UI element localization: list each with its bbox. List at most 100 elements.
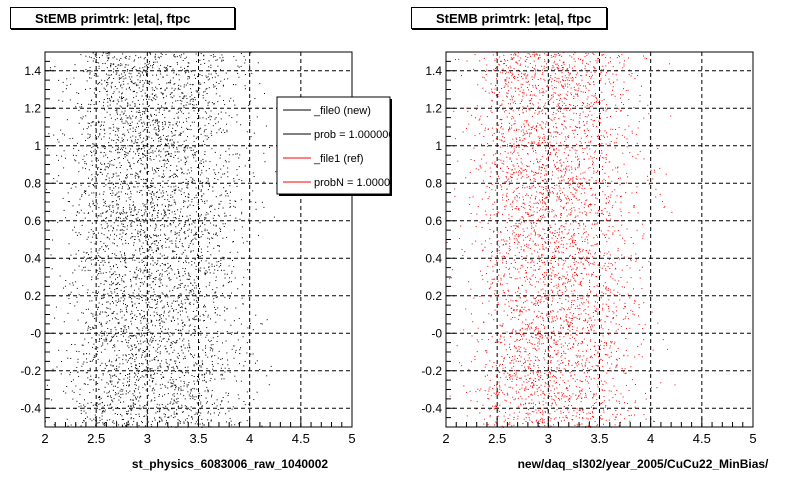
scatter-point <box>97 173 99 175</box>
scatter-point <box>114 291 116 293</box>
scatter-point <box>195 211 197 213</box>
scatter-point <box>120 183 122 185</box>
scatter-point <box>81 118 83 120</box>
scatter-point <box>178 355 180 357</box>
scatter-point <box>194 335 196 337</box>
scatter-point <box>491 278 493 280</box>
scatter-point <box>208 168 210 170</box>
scatter-point <box>238 398 240 400</box>
scatter-point <box>160 156 162 158</box>
scatter-point <box>90 248 92 250</box>
scatter-point <box>141 148 143 149</box>
scatter-point <box>507 59 509 61</box>
scatter-point <box>191 98 193 100</box>
scatter-point <box>502 199 504 201</box>
scatter-point <box>156 262 158 264</box>
scatter-point <box>212 56 214 58</box>
scatter-point <box>152 346 154 348</box>
scatter-point <box>125 242 127 244</box>
scatter-point <box>118 78 120 80</box>
scatter-point <box>165 143 167 145</box>
scatter-point <box>122 393 124 395</box>
scatter-point <box>117 204 119 206</box>
scatter-point <box>111 406 113 408</box>
scatter-point <box>195 396 197 398</box>
scatter-point <box>89 134 91 136</box>
scatter-point <box>504 371 506 373</box>
scatter-point <box>221 269 222 271</box>
scatter-point <box>177 312 179 314</box>
scatter-point <box>154 372 155 374</box>
scatter-point <box>246 342 248 344</box>
scatter-point <box>508 130 510 132</box>
scatter-point <box>179 329 181 331</box>
scatter-point <box>56 180 58 182</box>
scatter-point <box>115 131 117 132</box>
scatter-point <box>169 139 171 141</box>
scatter-point <box>158 109 160 111</box>
scatter-point <box>116 393 118 395</box>
scatter-point <box>256 360 258 362</box>
scatter-point <box>149 353 151 355</box>
scatter-point <box>109 380 111 382</box>
scatter-point <box>156 270 158 272</box>
scatter-point <box>502 213 503 215</box>
scatter-point <box>120 145 122 147</box>
scatter-point <box>70 187 72 189</box>
scatter-point <box>214 178 216 179</box>
scatter-point <box>92 145 94 147</box>
scatter-point <box>209 242 210 244</box>
scatter-point <box>91 160 93 162</box>
scatter-point <box>92 315 94 317</box>
scatter-point <box>512 355 514 357</box>
scatter-point <box>130 363 132 365</box>
scatter-point <box>167 151 169 153</box>
scatter-point <box>189 96 191 98</box>
scatter-point <box>100 272 102 274</box>
scatter-point <box>118 408 120 410</box>
scatter-point <box>204 274 206 276</box>
scatter-point <box>166 270 168 272</box>
scatter-point <box>100 128 102 130</box>
scatter-point <box>470 213 472 214</box>
scatter-point <box>50 254 52 256</box>
scatter-point <box>111 190 113 192</box>
scatter-point <box>89 392 91 393</box>
scatter-point <box>109 180 111 182</box>
scatter-point <box>150 274 152 276</box>
scatter-point <box>84 266 86 268</box>
scatter-point <box>187 76 189 78</box>
scatter-point <box>199 415 201 417</box>
scatter-point <box>205 402 207 404</box>
scatter-point <box>114 134 116 136</box>
scatter-point <box>135 136 137 138</box>
scatter-point <box>198 392 200 394</box>
scatter-point <box>510 71 511 73</box>
scatter-point <box>498 341 500 343</box>
scatter-point <box>160 318 162 320</box>
scatter-point <box>220 118 222 120</box>
scatter-point <box>181 322 183 324</box>
scatter-point <box>155 224 157 226</box>
scatter-point <box>105 166 107 168</box>
scatter-point <box>235 84 237 86</box>
scatter-point <box>213 86 215 88</box>
scatter-point <box>118 77 120 79</box>
scatter-point <box>74 226 75 228</box>
scatter-point <box>159 273 161 275</box>
scatter-point <box>222 85 224 87</box>
scatter-point <box>118 217 120 219</box>
scatter-point <box>188 275 190 276</box>
scatter-point <box>494 163 496 165</box>
scatter-point <box>176 175 177 177</box>
scatter-point <box>207 419 209 421</box>
scatter-point <box>205 352 206 354</box>
scatter-point <box>96 270 98 272</box>
scatter-point <box>499 106 500 108</box>
scatter-point <box>144 415 146 417</box>
scatter-point <box>200 225 201 227</box>
scatter-point <box>504 205 506 207</box>
scatter-point <box>205 397 207 399</box>
scatter-point <box>173 189 175 191</box>
scatter-point <box>163 192 165 194</box>
